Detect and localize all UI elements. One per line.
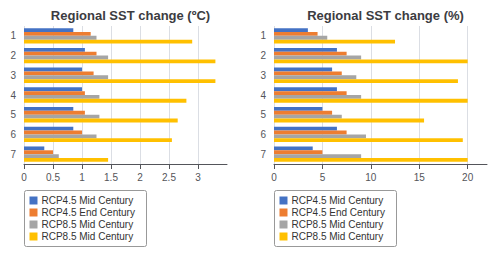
svg-text:1: 1 [260,30,266,41]
svg-text:5: 5 [260,109,266,120]
svg-text:Regional SST change (%): Regional SST change (%) [307,8,464,23]
svg-text:4: 4 [260,90,266,101]
svg-text:1.5: 1.5 [104,172,118,183]
svg-text:6: 6 [10,129,16,140]
svg-text:Regional SST change (ºC): Regional SST change (ºC) [51,8,210,23]
svg-text:7: 7 [10,149,16,160]
svg-text:0: 0 [21,172,27,183]
svg-text:RCP4.5 End Century: RCP4.5 End Century [292,207,385,218]
svg-text:RCP4.5 Mid Century: RCP4.5 Mid Century [292,195,384,206]
svg-text:4: 4 [10,90,16,101]
svg-text:2: 2 [10,50,16,61]
svg-text:RCP8.5 Mid Century: RCP8.5 Mid Century [292,231,384,242]
svg-text:6: 6 [260,129,266,140]
svg-text:5: 5 [10,109,16,120]
svg-text:RCP8.5 Mid Century: RCP8.5 Mid Century [42,231,134,242]
svg-text:1: 1 [79,172,85,183]
svg-text:2: 2 [137,172,143,183]
svg-text:3: 3 [260,70,266,81]
svg-text:2.5: 2.5 [162,172,176,183]
svg-text:3: 3 [195,172,201,183]
svg-text:2: 2 [260,50,266,61]
svg-text:0.5: 0.5 [46,172,60,183]
svg-text:RCP4.5 End Century: RCP4.5 End Century [42,207,135,218]
svg-text:7: 7 [260,149,266,160]
svg-text:15: 15 [414,172,426,183]
svg-text:3: 3 [10,70,16,81]
svg-text:0: 0 [271,172,277,183]
svg-text:1: 1 [10,30,16,41]
svg-text:5: 5 [320,172,326,183]
svg-text:20: 20 [462,172,474,183]
svg-text:RCP8.5 Mid Century: RCP8.5 Mid Century [292,219,384,230]
svg-text:10: 10 [365,172,377,183]
svg-text:RCP8.5 Mid Century: RCP8.5 Mid Century [42,219,134,230]
svg-text:RCP4.5 Mid Century: RCP4.5 Mid Century [42,195,134,206]
